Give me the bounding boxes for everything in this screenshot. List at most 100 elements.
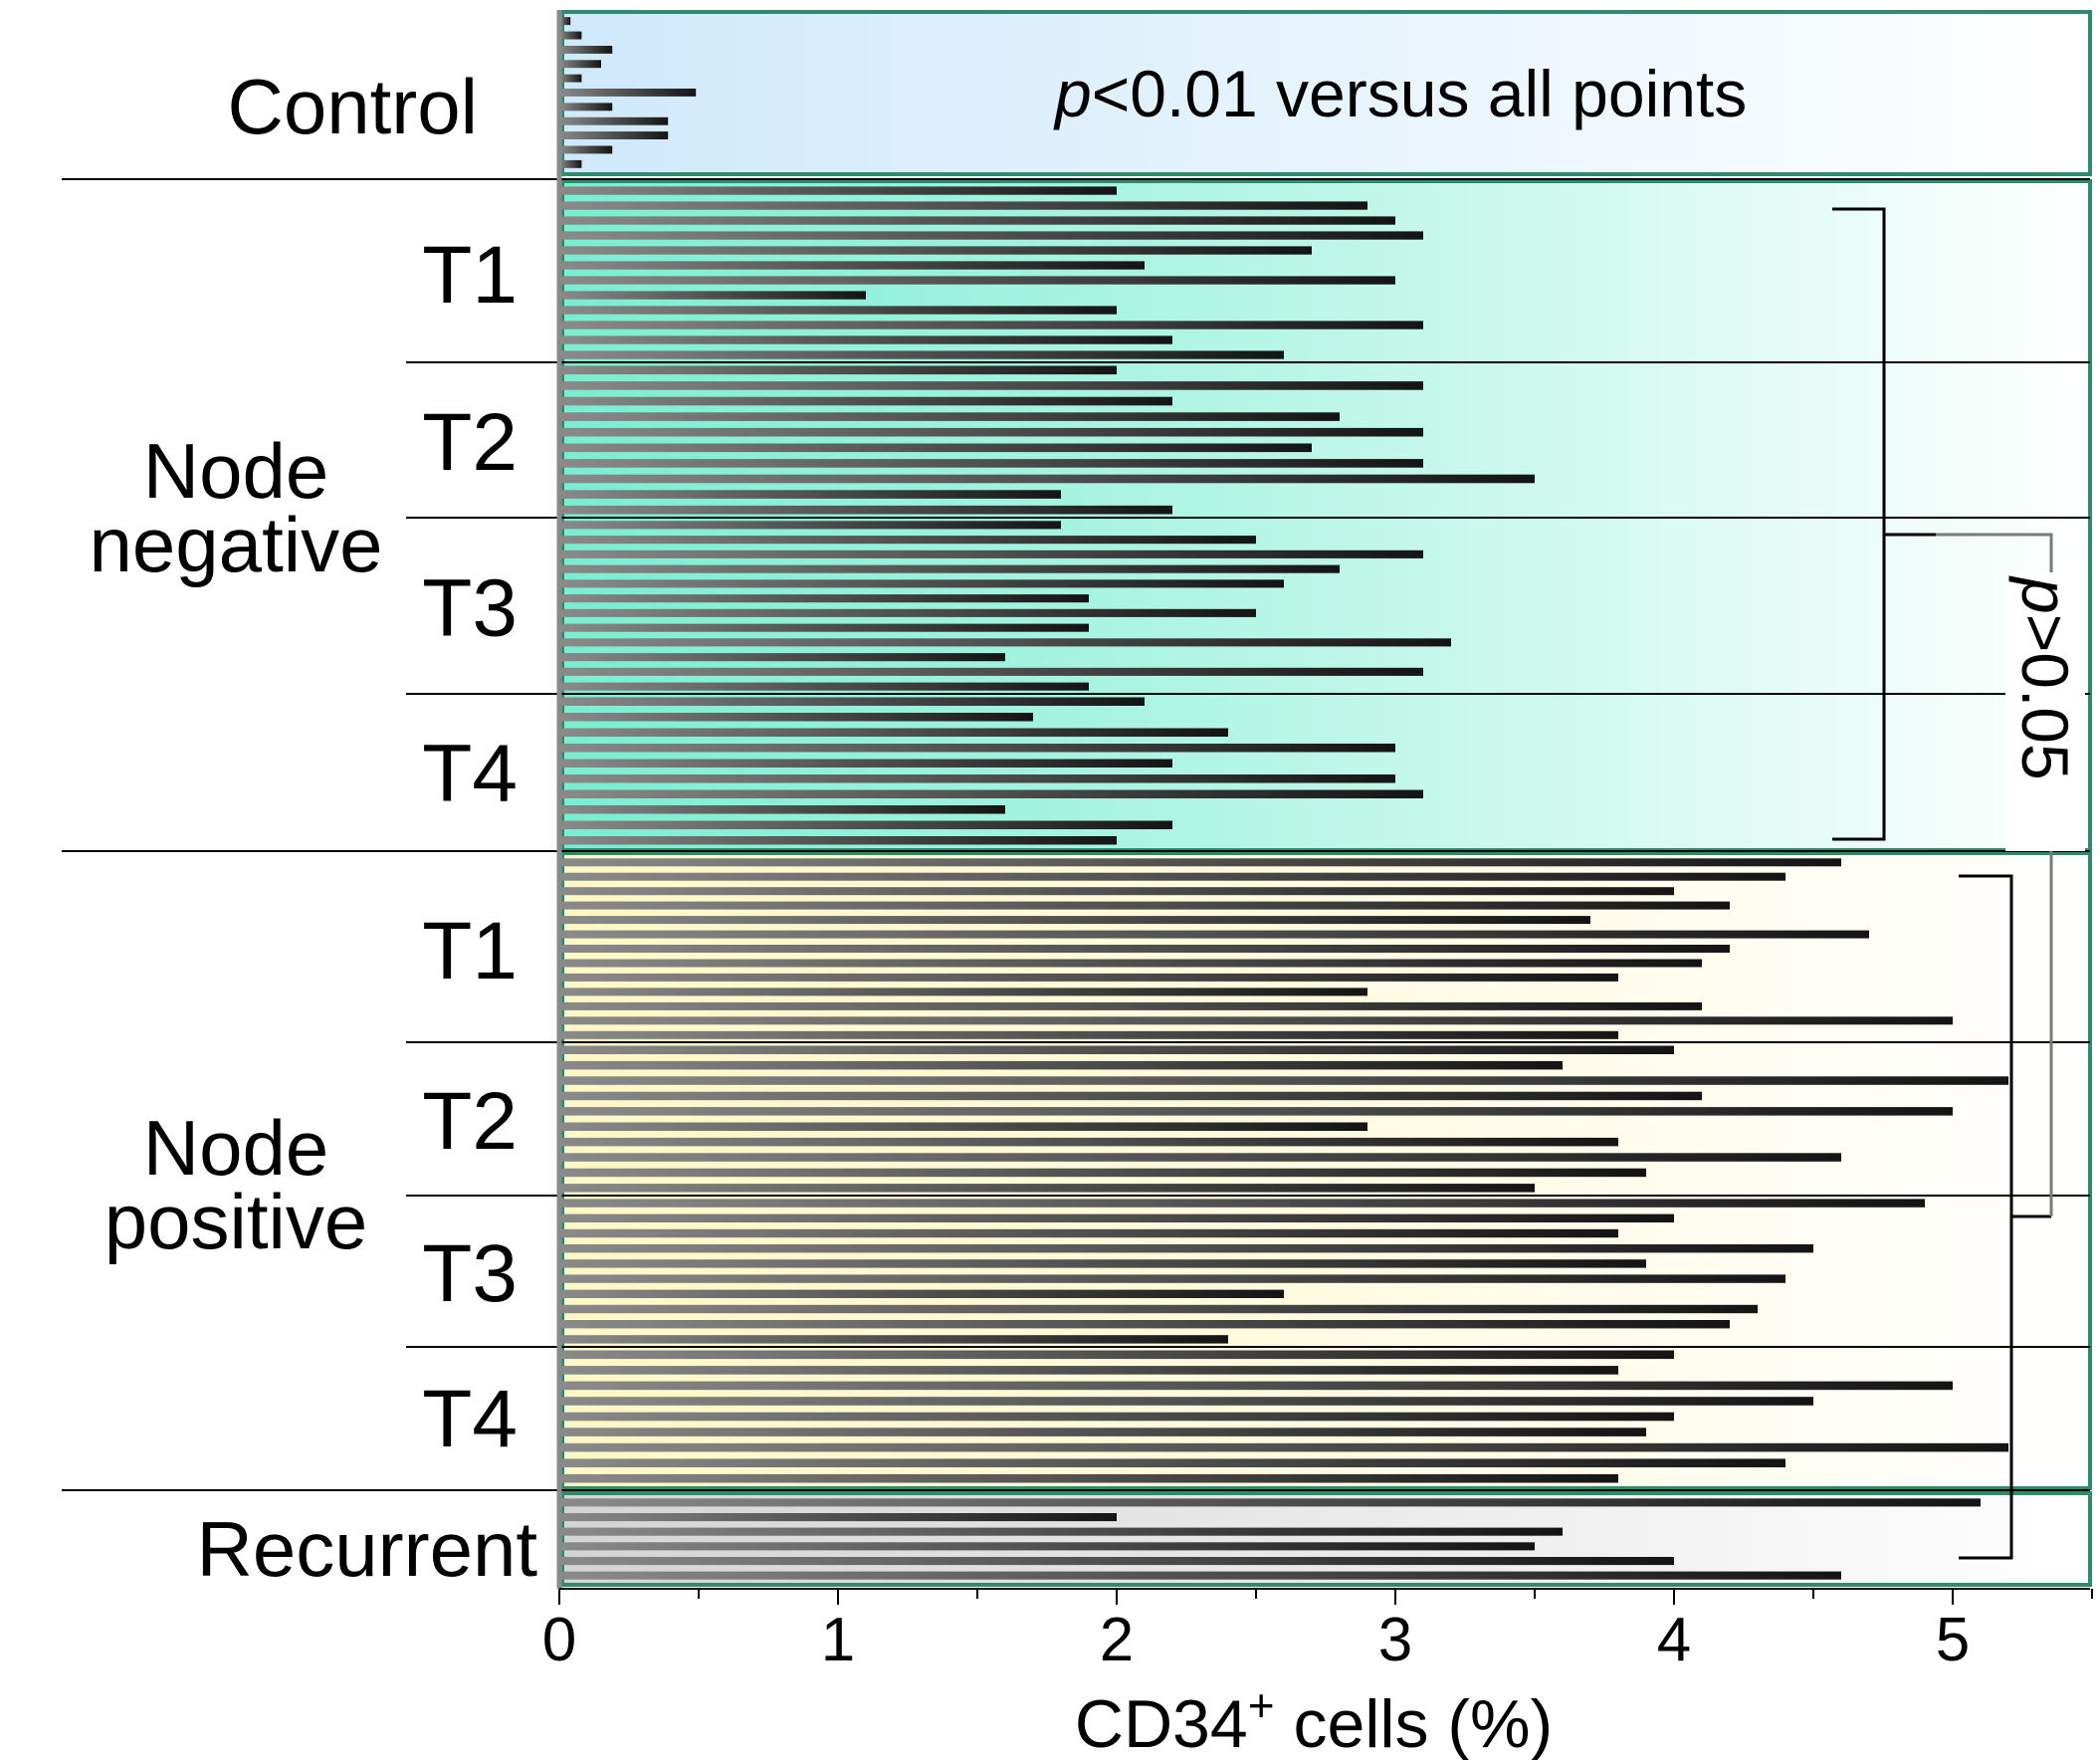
x-tick-label: 4 [1657, 1606, 1691, 1674]
bar [559, 1571, 1841, 1580]
bar [559, 1442, 2008, 1452]
bar [559, 1016, 1953, 1025]
bar [559, 1168, 1646, 1178]
bar [559, 427, 1423, 437]
bar [559, 201, 1367, 210]
bar [559, 1244, 1813, 1253]
bar [559, 1473, 1618, 1483]
bars [559, 17, 2008, 1580]
bar [559, 872, 1785, 881]
bar [559, 1498, 1981, 1507]
bar [559, 789, 1423, 798]
bar [559, 916, 1590, 925]
bar [559, 959, 1702, 968]
bar [559, 31, 582, 40]
bar [559, 805, 1005, 814]
bar [559, 459, 1423, 468]
bar [559, 608, 1256, 617]
bar [559, 116, 669, 125]
bar [559, 89, 697, 97]
bar [559, 820, 1172, 829]
bar [559, 1458, 1785, 1467]
bar [559, 231, 1423, 240]
bar [559, 623, 1089, 632]
subgroup-label: T1 [422, 906, 518, 996]
x-tick-label: 3 [1378, 1606, 1412, 1674]
bar [559, 550, 1423, 558]
subgroup-label: T4 [422, 729, 518, 819]
bar [559, 1350, 1674, 1360]
bar [559, 744, 1395, 753]
bar [559, 1397, 1813, 1406]
bar [559, 1122, 1367, 1131]
subgroup-label: T2 [422, 397, 518, 488]
bar [559, 505, 1172, 515]
bar [559, 536, 1256, 545]
bar [559, 46, 613, 54]
control-panel [560, 10, 2092, 176]
bar [559, 945, 1730, 953]
subgroup-label: T3 [422, 563, 518, 654]
bar [559, 291, 866, 300]
bracket-comparison [1936, 533, 2053, 1216]
bracket-node-negative [1832, 207, 1936, 841]
bar [559, 1335, 1228, 1344]
bar [559, 697, 1145, 706]
bar [559, 103, 613, 111]
bar [559, 1542, 1535, 1551]
bar [559, 1304, 1758, 1314]
bar [559, 988, 1367, 996]
bar [559, 1076, 2008, 1085]
bar [559, 381, 1423, 390]
subgroup-label: T4 [422, 1374, 518, 1464]
separators [62, 178, 2090, 1491]
bar [559, 365, 1117, 375]
bar [559, 1091, 1702, 1101]
x-tick-label: 5 [1936, 1606, 1970, 1674]
group-label-node-positive-line1: Node [143, 1104, 328, 1192]
subgroup-labels: T1 T2 T3 T4 T1 T2 T3 T4 [422, 230, 518, 1464]
bracket-label-backdrop [2005, 572, 2085, 851]
subgroup-label: T1 [422, 230, 518, 321]
control-annotation: p<0.01 versus all points [1053, 57, 1747, 130]
bar [559, 1228, 1618, 1238]
bar [559, 276, 1395, 285]
bar [559, 653, 1005, 662]
bar [559, 1381, 1953, 1391]
bar [559, 60, 601, 69]
group-label-recurrent: Recurrent [197, 1505, 538, 1593]
bracket-node-positive [1959, 874, 2051, 1560]
x-tick-label: 2 [1100, 1606, 1134, 1674]
group-label-node-negative-line1: Node [143, 427, 328, 515]
bar [559, 1412, 1674, 1422]
bar [559, 396, 1172, 406]
group-label-node-negative-line2: negative [90, 501, 383, 588]
bar [559, 1289, 1284, 1298]
bar [559, 521, 1061, 530]
bar [559, 186, 1117, 195]
bar [559, 901, 1730, 910]
bar [559, 261, 1145, 270]
bar [559, 306, 1117, 315]
bar [559, 131, 669, 139]
group-label-control: Control [228, 63, 478, 150]
bar [559, 17, 571, 26]
bar [559, 350, 1284, 359]
bar [559, 145, 613, 154]
subgroup-label: T2 [422, 1076, 518, 1167]
bar [559, 1513, 1117, 1522]
bar [559, 1259, 1646, 1268]
bar [559, 682, 1089, 691]
bar [559, 594, 1089, 603]
bar [559, 1199, 1925, 1208]
bar [559, 759, 1172, 768]
x-tick-label: 1 [821, 1606, 855, 1674]
subgroup-label: T3 [422, 1228, 518, 1319]
bar [559, 246, 1312, 255]
bar [559, 321, 1423, 330]
bar [559, 638, 1451, 647]
bar [559, 774, 1395, 783]
bar [559, 1030, 1618, 1039]
x-axis-title: CD34+ cells (%) [1075, 1679, 1553, 1760]
